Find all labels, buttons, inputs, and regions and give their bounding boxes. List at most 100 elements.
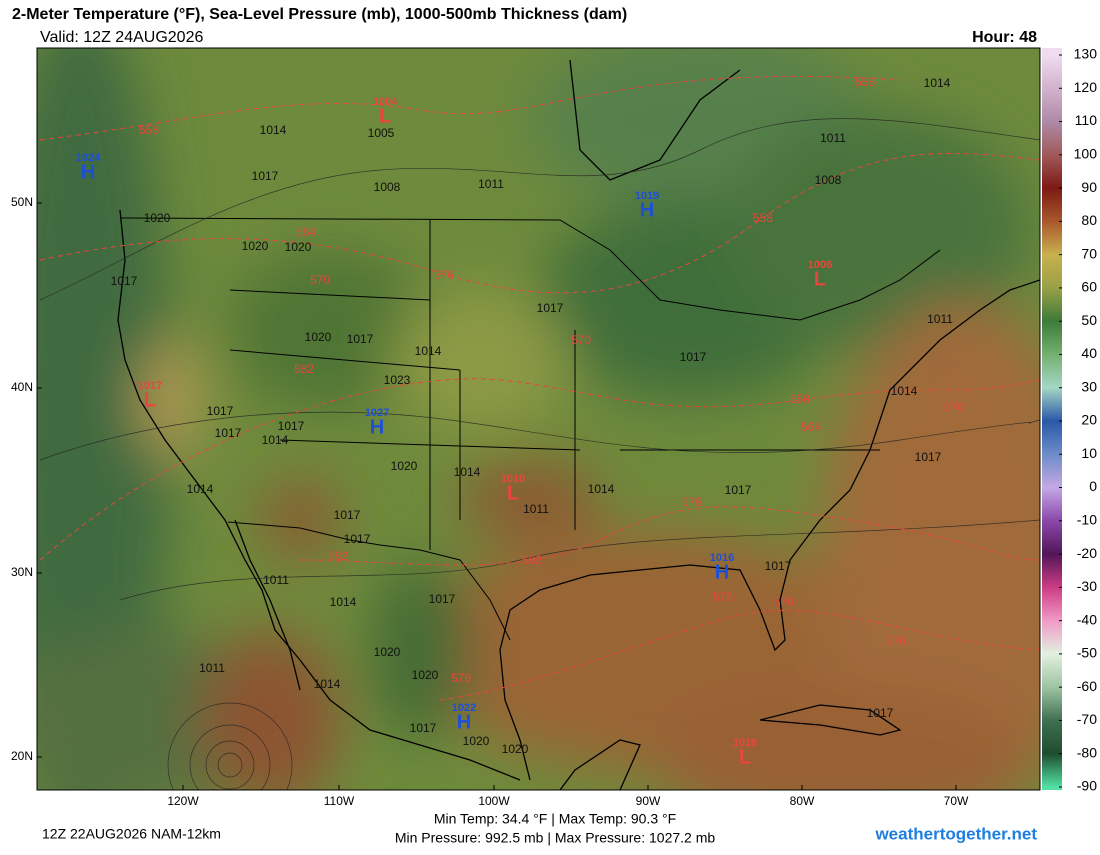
- thickness-label: 582: [328, 549, 348, 563]
- isobar-label: 1017: [680, 350, 707, 364]
- colorbar-label: 20: [1081, 412, 1097, 428]
- isobar-label: 1014: [588, 482, 615, 496]
- thickness-label: 558: [753, 211, 773, 225]
- center-value: 1019: [635, 190, 659, 202]
- isobar-label: 1017: [867, 706, 894, 720]
- center-value: 1010: [501, 473, 525, 485]
- isobar-label: 1020: [463, 734, 490, 748]
- isobar-label: 1020: [412, 668, 439, 682]
- thickness-label: 564: [801, 420, 821, 434]
- isobar-label: 1011: [523, 502, 549, 516]
- colorbar-label: -20: [1077, 545, 1097, 561]
- colorbar-label: -60: [1077, 678, 1097, 694]
- latitude-label: 50N: [11, 195, 33, 209]
- longitude-label: 90W: [636, 794, 661, 808]
- thickness-contours: [39, 75, 1040, 701]
- isobar-label: 1014: [314, 677, 341, 691]
- colorbar: 1301201101009080706050403020100-10-20-30…: [1042, 46, 1097, 794]
- center-value: 1022: [452, 702, 476, 714]
- center-value: 1018: [733, 737, 757, 749]
- isobar-label: 1017: [410, 721, 437, 735]
- center-letter: L: [739, 746, 751, 768]
- isobars: [39, 118, 1040, 790]
- temperature-range: Min Temp: 34.4 °F | Max Temp: 90.3 °F: [434, 811, 676, 827]
- map-axes: 50N 40N 30N 20N 120W 110W 100W 90W 80W 70W: [11, 195, 969, 808]
- isobar-label: 1017: [429, 592, 456, 606]
- colorbar-label: -50: [1077, 645, 1097, 661]
- isobar-label: 1011: [478, 177, 504, 191]
- isobar-label: 1020: [242, 239, 269, 253]
- isobar-label: 1020: [374, 645, 401, 659]
- thickness-label: 576: [682, 495, 702, 509]
- colorbar-label: 0: [1089, 478, 1097, 494]
- isobar-label: 1017: [725, 483, 752, 497]
- map-labels: 1024H1004L1019H1006L1017L1027H1010L1016H…: [76, 75, 965, 768]
- latitude-label: 40N: [11, 380, 33, 394]
- thickness-label: 570: [571, 333, 591, 347]
- isobar-label: 1017: [347, 332, 374, 346]
- center-letter: L: [379, 105, 391, 127]
- longitude-label: 80W: [790, 794, 815, 808]
- valid-time: Valid: 12Z 24AUG2026: [40, 29, 203, 46]
- thickness-label: 576: [434, 268, 454, 282]
- thickness-label: 582: [522, 553, 542, 567]
- colorbar-label: -30: [1077, 578, 1097, 594]
- coastlines: [117, 59, 1040, 790]
- isobar-label: 1014: [260, 123, 287, 137]
- colorbar-label: 50: [1081, 312, 1097, 328]
- center-letter: H: [81, 161, 95, 183]
- center-letter: L: [507, 482, 519, 504]
- isobar-label: 1023: [384, 373, 411, 387]
- forecast-hour: Hour: 48: [972, 29, 1037, 46]
- colorbar-label: 120: [1074, 79, 1098, 95]
- pressure-range: Min Pressure: 992.5 mb | Max Pressure: 1…: [395, 830, 716, 846]
- colorbar-label: 80: [1081, 212, 1097, 228]
- thickness-label: 576: [774, 595, 794, 609]
- isobar-label: 1008: [815, 173, 842, 187]
- isobar-label: 1020: [502, 742, 529, 756]
- website: weathertogether.net: [874, 824, 1037, 843]
- thickness-label: 558: [855, 75, 875, 89]
- thickness-label: 576: [886, 634, 906, 648]
- map-frame: [36, 47, 1041, 791]
- isobar-label: 1005: [368, 126, 395, 140]
- isobar-label: 1017: [915, 450, 942, 464]
- center-letter: H: [640, 199, 654, 221]
- colorbar-label: -90: [1077, 778, 1097, 794]
- center-letter: L: [814, 268, 826, 290]
- colorbar-label: 70: [1081, 245, 1097, 261]
- center-letter: H: [715, 561, 729, 583]
- colorbar-label: -80: [1077, 744, 1097, 760]
- colorbar-label: 40: [1081, 345, 1097, 361]
- thickness-label: 564: [296, 225, 316, 239]
- isobar-label: 1020: [144, 211, 171, 225]
- colorbar-label: 30: [1081, 378, 1097, 394]
- colorbar-label: -70: [1077, 711, 1097, 727]
- thickness-label: 558: [139, 123, 159, 137]
- isobar-label: 1014: [891, 384, 918, 398]
- isobar-label: 1011: [263, 573, 289, 587]
- isobar-label: 1017: [252, 169, 279, 183]
- isobar-label: 1014: [187, 482, 214, 496]
- center-letter: L: [144, 389, 156, 411]
- thickness-label: 570: [944, 400, 964, 414]
- isobar-label: 1017: [111, 274, 138, 288]
- thickness-label: 576: [713, 590, 733, 604]
- isobar-label: 1017: [215, 426, 242, 440]
- longitude-label: 110W: [324, 794, 355, 808]
- isobar-label: 1014: [262, 433, 289, 447]
- isobar-label: 1017: [278, 419, 305, 433]
- borders: [119, 217, 941, 641]
- center-value: 1016: [710, 552, 734, 564]
- title: 2-Meter Temperature (°F), Sea-Level Pres…: [12, 6, 627, 23]
- longitude-label: 120W: [167, 794, 199, 808]
- isobar-label: 1011: [199, 661, 225, 675]
- isobar-label: 1014: [924, 76, 951, 90]
- colorbar-label: 60: [1081, 279, 1097, 295]
- isobar-label: 1011: [820, 131, 846, 145]
- isobar-label: 1014: [454, 465, 481, 479]
- center-value: 1027: [365, 407, 389, 419]
- longitude-label: 100W: [478, 794, 510, 808]
- colorbar-label: 90: [1081, 179, 1097, 195]
